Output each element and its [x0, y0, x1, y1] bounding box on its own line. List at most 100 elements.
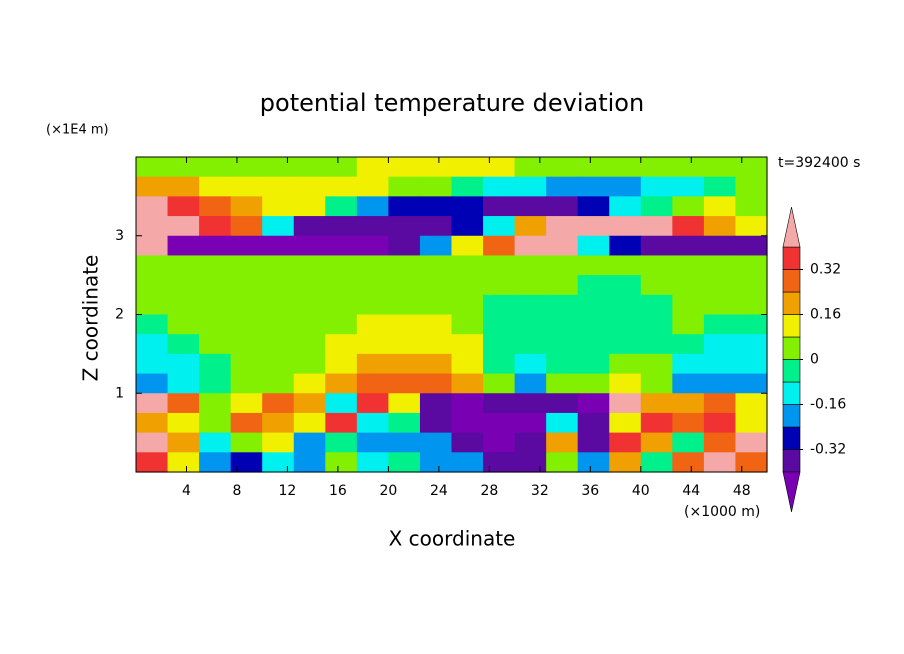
contour-cell [609, 176, 642, 197]
contour-cell [514, 157, 547, 178]
contour-cell [609, 432, 642, 453]
contour-cell [356, 412, 389, 434]
colorbar-box [782, 291, 801, 315]
contour-cell [672, 196, 705, 217]
contour-cell [419, 157, 453, 178]
contour-cell [199, 255, 232, 276]
contour-cell [199, 432, 232, 453]
contour-cell [356, 294, 389, 316]
contour-cell [325, 275, 358, 296]
contour-cell [230, 294, 263, 316]
contour-cell [640, 255, 673, 276]
contour-cell [451, 412, 484, 434]
contour-cell [325, 157, 358, 178]
contour-cell [230, 393, 263, 414]
contour-cell [672, 255, 705, 276]
contour-cell [199, 196, 232, 217]
contour-cell [735, 373, 768, 394]
x-tick-label: 4 [182, 483, 191, 499]
contour-cell [230, 334, 263, 355]
contour-cell [325, 176, 358, 197]
contour-cell [672, 157, 705, 178]
contour-cell [546, 255, 579, 276]
contour-cell [735, 314, 768, 335]
chart-title: potential temperature deviation [260, 89, 644, 117]
contour-cell [419, 176, 453, 197]
contour-cell [672, 452, 705, 473]
contour-cell [293, 176, 326, 197]
contour-cell [262, 353, 295, 375]
contour-cell [230, 176, 263, 197]
contour-cell [230, 216, 263, 237]
contour-cell [735, 157, 768, 178]
contour-cell [609, 412, 642, 434]
contour-cell [640, 432, 673, 453]
colorbar-box [782, 426, 801, 450]
contour-cell [672, 432, 705, 453]
contour-cell [546, 314, 579, 335]
contour-cell [167, 393, 200, 414]
contour-cell [483, 176, 516, 197]
contour-cell [451, 176, 484, 197]
contour-cell [199, 157, 232, 178]
contour-cell [199, 275, 232, 296]
contour-cell [640, 412, 673, 434]
contour-cell [451, 275, 484, 296]
contour-cell [609, 216, 642, 237]
contour-cell [293, 353, 326, 375]
contour-cell [703, 235, 737, 257]
contour-cell [451, 432, 484, 453]
contour-cell [230, 314, 263, 335]
contour-cell [577, 157, 610, 178]
contour-cell [672, 275, 705, 296]
colorbar-box [782, 269, 801, 293]
contour-cell [230, 255, 263, 276]
colorbar-tick-label: -0.16 [810, 397, 846, 413]
contour-cell [262, 432, 295, 453]
contour-cell [262, 314, 295, 335]
contour-cell [293, 255, 326, 276]
contour-cell [199, 294, 232, 316]
contour-cell [609, 196, 642, 217]
contour-cell [735, 216, 768, 237]
contour-cell [419, 432, 453, 453]
contour-cell [136, 334, 169, 355]
contour-cell [451, 393, 484, 414]
contour-cell [167, 353, 200, 375]
y-axis-label: Z coordinate [79, 255, 103, 382]
contour-cell [735, 294, 768, 316]
x-tick-label: 16 [329, 483, 347, 499]
contour-cell [672, 314, 705, 335]
y-tick-label: 3 [115, 228, 124, 244]
contour-cell [136, 196, 169, 217]
contour-cell [293, 373, 326, 394]
contour-cell [262, 412, 295, 434]
contour-cell [262, 216, 295, 237]
contour-cell [325, 432, 358, 453]
contour-cell [388, 314, 421, 335]
contour-cell [703, 294, 737, 316]
contour-cell [546, 452, 579, 473]
contour-cell [514, 334, 547, 355]
contour-cell [356, 196, 389, 217]
x-tick-label: 20 [379, 483, 397, 499]
contour-cell [735, 334, 768, 355]
colorbar-box [782, 359, 801, 383]
contour-cell [419, 393, 453, 414]
contour-cell [262, 255, 295, 276]
contour-cell [136, 157, 169, 178]
contour-cell [451, 294, 484, 316]
contour-cell [640, 373, 673, 394]
contour-cell [546, 373, 579, 394]
contour-cell [419, 334, 453, 355]
x-tick-label: 8 [232, 483, 241, 499]
contour-cell [325, 216, 358, 237]
x-tick-label: 48 [733, 483, 751, 499]
contour-cell [388, 294, 421, 316]
colorbar-box [782, 246, 801, 270]
contour-cell [577, 275, 610, 296]
colorbar-box [782, 381, 801, 405]
contour-cell [577, 334, 610, 355]
contour-cell [167, 452, 200, 473]
